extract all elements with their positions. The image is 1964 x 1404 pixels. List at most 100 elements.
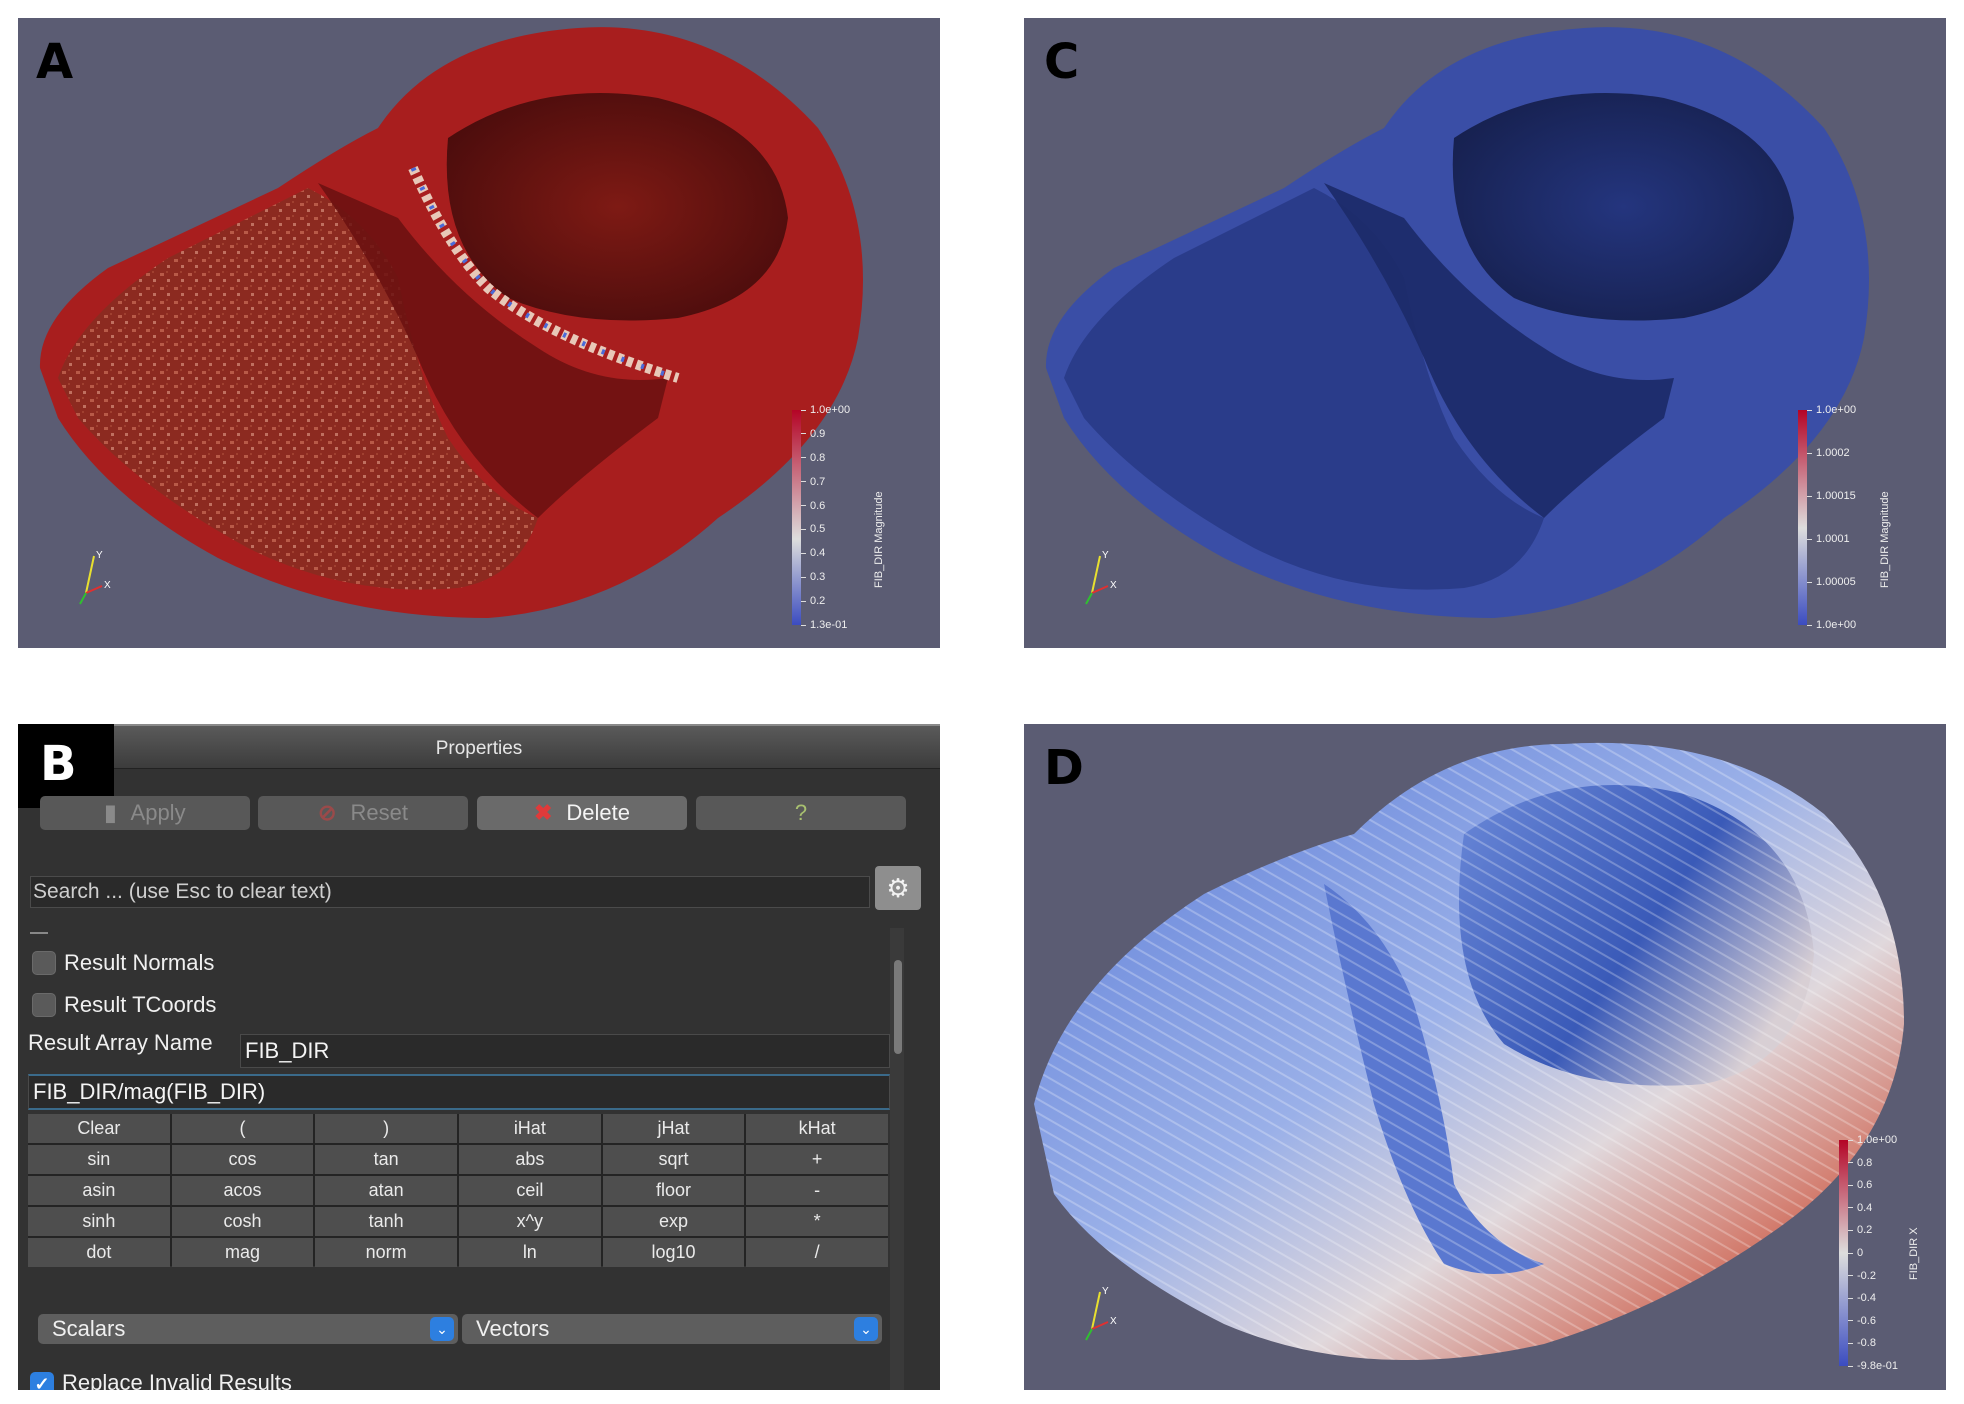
legend-tick-label: -0.8 <box>1848 1338 1876 1349</box>
vectors-dropdown[interactable]: Vectors ⌄ <box>462 1314 882 1344</box>
legend-tick-label: 0.8 <box>801 452 825 464</box>
calc-key[interactable]: jHat <box>602 1114 745 1143</box>
calc-key[interactable]: mag <box>171 1238 314 1267</box>
legend-tick-label: 0.9 <box>801 428 825 440</box>
calc-key[interactable]: + <box>746 1145 888 1174</box>
legend-tick-label: 0.2 <box>801 596 825 607</box>
calc-key[interactable]: cos <box>171 1145 314 1174</box>
septum-highlight <box>408 165 680 383</box>
calc-key[interactable]: sqrt <box>602 1145 745 1174</box>
calc-key[interactable]: floor <box>602 1176 745 1205</box>
calc-key[interactable]: cosh <box>171 1207 314 1236</box>
calc-key[interactable]: ( <box>171 1114 314 1143</box>
calculator-keypad: Clear() iHat jHat kHat sin cos tan abs sqrt + asin… <box>28 1114 888 1267</box>
calc-key[interactable]: tanh <box>315 1207 457 1236</box>
panel-label-a: A <box>36 34 74 90</box>
legend-tick-label: -0.4 <box>1848 1293 1876 1304</box>
panel-label-c: C <box>1044 34 1080 90</box>
replace-invalid-checkbox[interactable]: ✓ <box>30 1372 54 1390</box>
legend-title: FIB_DIR Magnitude <box>1879 491 1891 588</box>
scrollbar-thumb[interactable] <box>894 960 902 1054</box>
heart-render-c <box>1045 27 1869 618</box>
collapsed-divider <box>30 932 48 934</box>
calc-key[interactable]: x^y <box>459 1207 601 1236</box>
legend-tick-label: 1.0002 <box>1807 448 1850 459</box>
apply-button[interactable]: ▮ Apply <box>40 796 250 830</box>
checkmark-icon: ✓ <box>34 1374 50 1390</box>
calc-key[interactable]: Clear <box>28 1114 170 1143</box>
settings-gear-button[interactable]: ⚙ <box>875 866 921 910</box>
calc-key[interactable]: exp <box>602 1207 745 1236</box>
calc-key[interactable]: ln <box>459 1238 601 1267</box>
calc-key[interactable]: log10 <box>602 1238 745 1267</box>
legend-tick-label: -0.2 <box>1848 1270 1876 1282</box>
right-cavity <box>1452 93 1794 321</box>
legend-tick-label: 1.00015 <box>1807 491 1856 502</box>
help-button[interactable]: ? <box>696 796 906 830</box>
chevron-down-icon: ⌄ <box>854 1317 878 1341</box>
legend-tick-label: 0.3 <box>801 572 825 583</box>
result-tcoords-checkbox[interactable] <box>32 993 56 1017</box>
render-view-a[interactable]: A Y X 1.0e+00 0.9 0.8 0.7 0.6 0.5 0.4 0.3 0.2 1.3… <box>18 18 940 648</box>
legend-tick-label: 1.0e+00 <box>1807 405 1856 416</box>
legend-colorbar <box>1798 410 1807 625</box>
legend-tick-label: 1.0e+00 <box>801 405 850 416</box>
calc-key[interactable]: norm <box>315 1238 457 1267</box>
heart-render-a <box>39 27 863 618</box>
calc-key[interactable]: asin <box>28 1176 170 1205</box>
calc-key[interactable]: * <box>746 1207 888 1236</box>
calc-key[interactable]: ) <box>315 1114 457 1143</box>
axis-y-label: Y <box>1102 550 1109 561</box>
legend-tick-label: 0.7 <box>801 476 825 488</box>
calc-key[interactable]: ceil <box>459 1176 601 1205</box>
color-legend-a: 1.0e+00 0.9 0.8 0.7 0.6 0.5 0.4 0.3 0.2 1.3e-01 F… <box>792 405 922 648</box>
chevron-down-icon: ⌄ <box>430 1317 454 1341</box>
panel-label-b-box: B <box>18 724 114 808</box>
reset-button[interactable]: ⊘ Reset <box>258 796 468 830</box>
result-normals-checkbox[interactable] <box>32 951 56 975</box>
legend-tick-label: 0.2 <box>1848 1225 1872 1236</box>
calc-key[interactable]: sinh <box>28 1207 170 1236</box>
calc-key[interactable]: atan <box>315 1176 457 1205</box>
search-input[interactable]: Search ... (use Esc to clear text) <box>30 876 870 908</box>
legend-tick-label: -9.8e-01 <box>1848 1361 1898 1372</box>
legend-tick-label: 1.3e-01 <box>801 620 847 631</box>
axis-y-label: Y <box>96 550 103 561</box>
legend-title: FIB_DIR Magnitude <box>873 491 885 588</box>
result-tcoords-label: Result TCoords <box>64 992 217 1017</box>
delete-icon: ✖ <box>533 800 553 825</box>
render-view-c[interactable]: C Y X 1.0e+00 1.0002 1.00015 1.0001 1.00005 1… <box>1024 18 1946 648</box>
fiber-glyph-render-d <box>1034 742 1904 1360</box>
replace-invalid-label: Replace Invalid Results <box>62 1370 292 1390</box>
right-cavity <box>446 93 788 321</box>
calc-key[interactable]: iHat <box>459 1114 601 1143</box>
calc-key[interactable]: dot <box>28 1238 170 1267</box>
legend-tick-label: 0.5 <box>801 524 825 535</box>
calc-key[interactable]: kHat <box>746 1114 888 1143</box>
panel-label-d: D <box>1044 740 1084 796</box>
calc-key[interactable]: sin <box>28 1145 170 1174</box>
left-cavity <box>1064 188 1544 590</box>
axis-y-label: Y <box>1102 1286 1109 1297</box>
delete-button[interactable]: ✖ Delete <box>477 796 687 830</box>
color-legend-d: 1.0e+00 0.8 0.6 0.4 0.2 0 -0.2 -0.4 -0.6 -0.8 -9.8… <box>1839 1135 1939 1380</box>
calc-key[interactable]: acos <box>171 1176 314 1205</box>
legend-colorbar <box>792 410 801 625</box>
calc-key[interactable]: - <box>746 1176 888 1205</box>
result-array-name-field[interactable]: FIB_DIR <box>240 1034 890 1068</box>
render-view-d[interactable]: D Y X 1.0e+00 0.8 0.6 0.4 0.2 0 -0.2 -0.4 -0.6 -0… <box>1024 724 1946 1390</box>
result-normals-label: Result Normals <box>64 950 215 975</box>
left-cavity <box>58 188 538 590</box>
apply-icon: ▮ <box>104 800 117 825</box>
expression-field[interactable]: FIB_DIR/mag(FIB_DIR) <box>28 1074 890 1110</box>
gear-icon: ⚙ <box>886 873 910 903</box>
legend-tick-label: 0.6 <box>801 500 825 512</box>
calc-key[interactable]: tan <box>315 1145 457 1174</box>
legend-tick-label: 0.4 <box>1848 1202 1872 1214</box>
legend-tick-label: 0.8 <box>1848 1157 1872 1169</box>
calc-key[interactable]: / <box>746 1238 888 1267</box>
scalars-dropdown[interactable]: Scalars ⌄ <box>38 1314 458 1344</box>
calc-key[interactable]: abs <box>459 1145 601 1174</box>
axis-x-label: X <box>104 580 111 591</box>
result-array-name-label: Result Array Name <box>28 1030 213 1055</box>
